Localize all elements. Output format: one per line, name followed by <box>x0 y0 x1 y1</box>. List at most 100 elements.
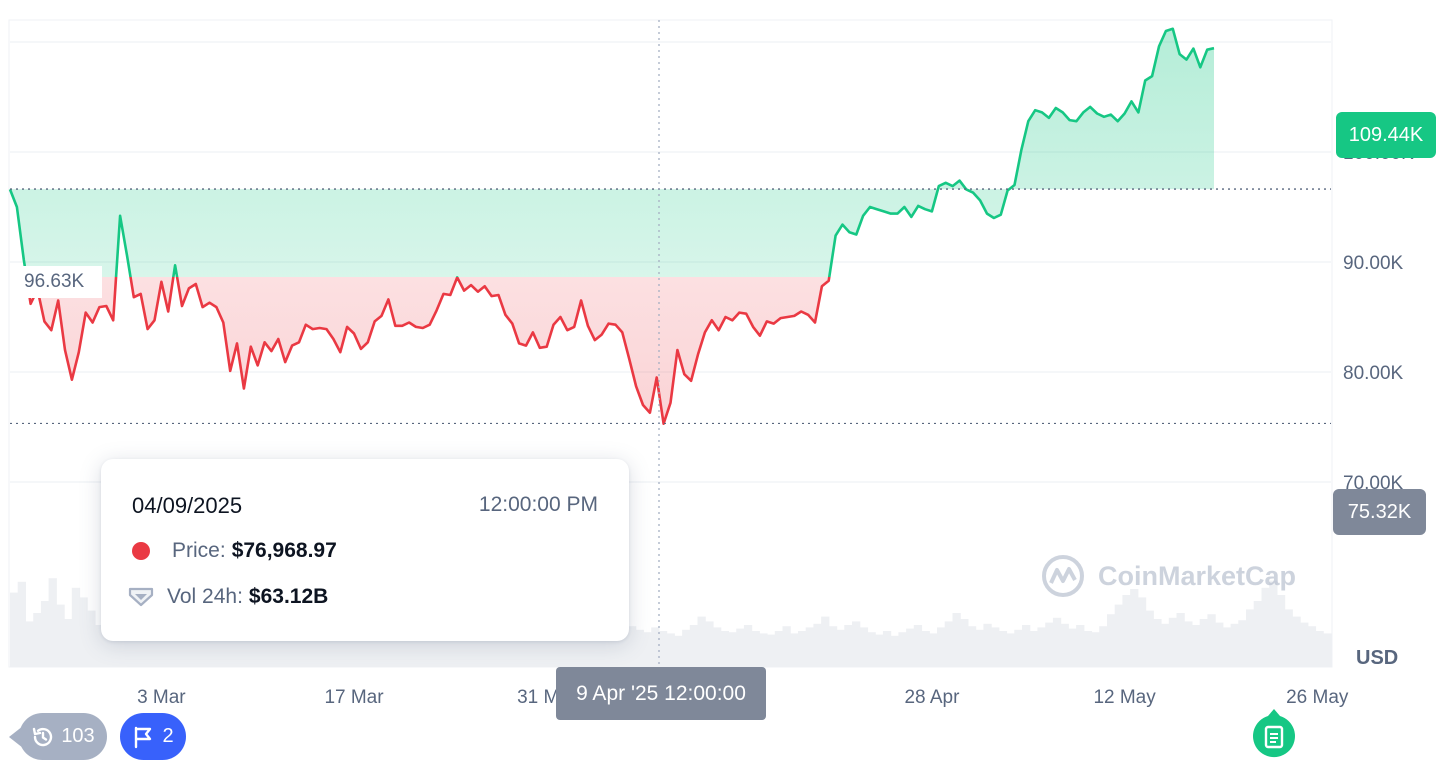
volume-bar <box>798 631 807 667</box>
volume-bar <box>1246 609 1255 667</box>
flag-icon <box>135 726 152 748</box>
volume-bar <box>1161 623 1170 667</box>
volume-bar <box>1045 622 1054 667</box>
news-marker-icon[interactable] <box>1251 707 1297 765</box>
volume-bar <box>1253 601 1262 667</box>
volume-bar <box>628 626 637 667</box>
volume-bar <box>1238 620 1247 667</box>
volume-bar <box>967 626 977 667</box>
volume-bar <box>705 621 714 667</box>
volume-bar <box>913 625 923 667</box>
volume-bar <box>1199 619 1208 667</box>
volume-bar <box>1068 628 1077 667</box>
tooltip-price-label: Price: <box>172 539 226 562</box>
price-tooltip: 04/09/2025 12:00:00 PM Price: $76,968.97… <box>101 459 629 641</box>
flag-button[interactable]: 2 <box>120 713 186 760</box>
volume-bar <box>960 619 969 667</box>
volume-bar <box>427 622 436 667</box>
volume-bar <box>373 634 382 667</box>
volume-bar <box>1284 609 1293 667</box>
volume-bar <box>720 631 729 667</box>
volume-bar <box>674 635 683 667</box>
volume-bar <box>983 623 992 667</box>
volume-bar <box>1006 633 1015 667</box>
volume-bar <box>365 629 374 667</box>
volume-bar <box>1261 587 1270 667</box>
volume-bar <box>25 621 34 667</box>
tooltip-volume-row: Vol 24h: $63.12B <box>128 585 328 609</box>
volume-bar <box>504 621 513 667</box>
volume-bar <box>658 631 668 667</box>
volume-bar <box>1107 614 1116 667</box>
volume-bar <box>64 619 73 667</box>
volume-bar <box>48 578 57 667</box>
volume-bar <box>921 631 930 667</box>
volume-bar <box>1145 610 1154 667</box>
tooltip-price-row: Price: $76,968.97 <box>132 539 337 563</box>
volume-bar <box>589 629 598 667</box>
price-lines <box>8 27 1215 425</box>
volume-bar <box>434 632 444 667</box>
red-dot-icon <box>132 542 150 560</box>
volume-bar <box>1014 629 1023 667</box>
volume-bar <box>210 620 220 667</box>
volume-bar <box>651 627 660 667</box>
volume-bar <box>790 633 799 667</box>
volume-bar <box>821 616 830 667</box>
volume-bar <box>1191 625 1201 667</box>
volume-bar <box>1114 604 1123 667</box>
volume-bar <box>867 632 876 667</box>
price-line-up <box>8 27 1215 277</box>
y-tick-label-1: 90.00K <box>1343 253 1404 274</box>
volume-bar <box>288 616 297 667</box>
volume-bar <box>906 628 915 667</box>
volume-bar <box>581 625 590 667</box>
volume-bar <box>319 623 328 667</box>
volume-bar <box>836 629 845 667</box>
volume-bar <box>404 631 413 667</box>
volume-bar <box>929 633 938 667</box>
volume-bar <box>1137 597 1147 667</box>
volume-bar <box>442 635 451 667</box>
volume-bar <box>1060 623 1069 667</box>
volume-bar <box>1130 589 1139 667</box>
volume-bar <box>1292 616 1301 667</box>
volume-bar <box>682 629 691 667</box>
volume-bar <box>859 627 869 667</box>
current-price-badge: 109.44K <box>1336 112 1436 158</box>
volume-bar <box>295 621 305 667</box>
area-above-reference <box>10 28 1214 277</box>
volume-bar <box>226 617 235 667</box>
coinmarketcap-logo-icon <box>1042 555 1084 597</box>
volume-bar <box>1122 595 1131 667</box>
volume-bar <box>1022 625 1031 667</box>
reference-price-label: 96.63K <box>14 266 102 298</box>
volume-bar <box>1091 632 1100 667</box>
volume-bar <box>33 613 42 667</box>
volume-bar <box>890 635 899 667</box>
y-tick-label-2: 80.00K <box>1343 363 1404 384</box>
x-tick-label-1: 17 Mar <box>324 687 384 708</box>
volume-bar <box>10 592 19 667</box>
history-count: 103 <box>61 725 95 747</box>
volume-bar <box>79 597 88 667</box>
low-price-badge: 75.32K <box>1333 489 1426 535</box>
volume-bar <box>349 626 359 667</box>
volume-bar <box>458 625 467 667</box>
volume-bar <box>303 625 312 667</box>
history-button[interactable]: 103 <box>19 713 107 760</box>
volume-bar <box>489 623 498 667</box>
x-tick-label-3: 28 Apr <box>904 687 960 708</box>
volume-bar <box>991 627 1000 667</box>
volume-bar <box>937 627 946 667</box>
volume-bar <box>357 620 366 667</box>
volume-bar <box>875 634 884 667</box>
currency-label: USD <box>1356 647 1399 669</box>
volume-bar <box>852 621 861 667</box>
volume-bar <box>56 604 65 667</box>
volume-bar <box>1076 625 1085 667</box>
volume-bar <box>465 633 475 667</box>
volume-bar <box>643 632 652 667</box>
